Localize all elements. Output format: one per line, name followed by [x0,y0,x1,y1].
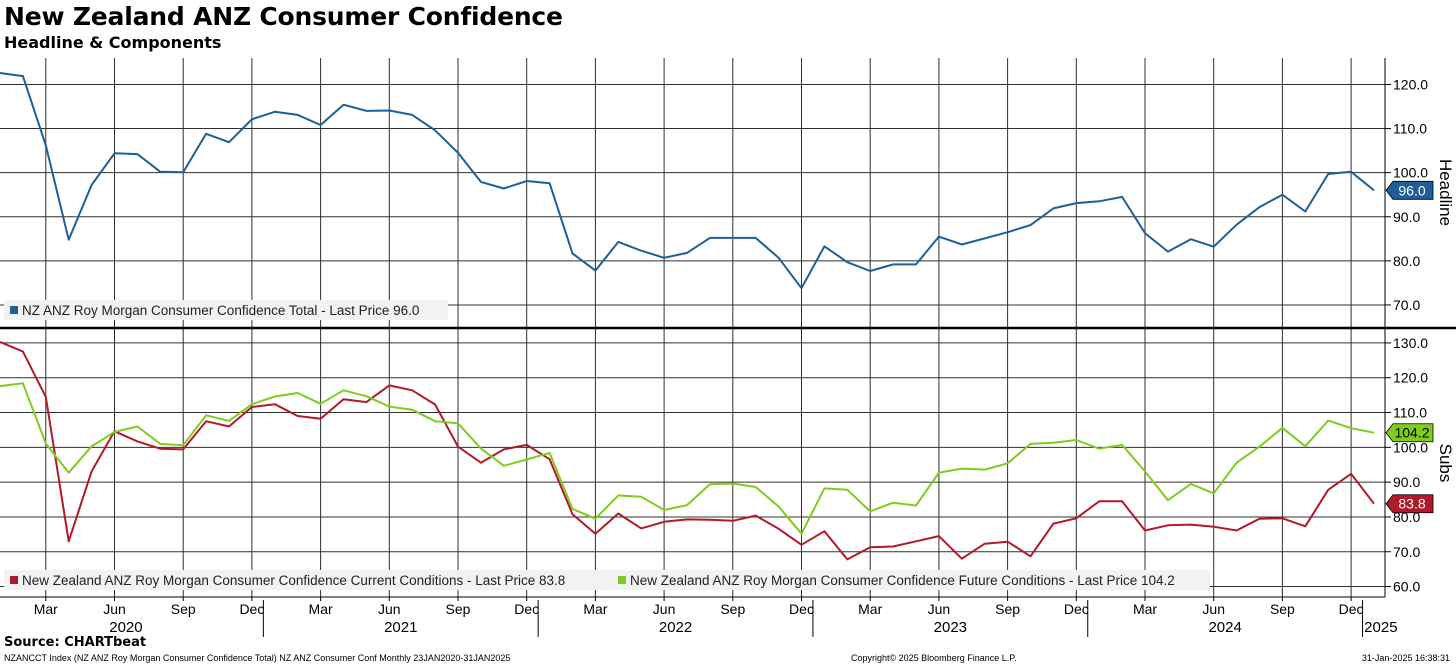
xtick-month-label: Mar [1133,601,1157,617]
footer-ticker-info: NZANCCT Index (NZ ANZ Roy Morgan Consume… [4,653,511,663]
chart-title: New Zealand ANZ Consumer Confidence [4,2,563,31]
last-price-label-headline: 96.0 [1398,182,1425,198]
chart-subtitle: Headline & Components [4,33,222,52]
ytick-label: 100.0 [1393,165,1428,181]
last-price-label-current: 83.8 [1398,496,1425,512]
legend-label-future: New Zealand ANZ Roy Morgan Consumer Conf… [630,573,1175,588]
xtick-month-label: Jun [103,601,126,617]
legends: NZ ANZ Roy Morgan Consumer Confidence To… [4,300,1210,590]
y-axis-title: Headline [1436,159,1455,226]
last-price-tags: 96.0 83.8 104.2 [1385,180,1434,514]
xtick-month-label: Sep [995,601,1020,617]
ytick-label: 120.0 [1393,76,1428,92]
tick-labels: 70.080.090.0100.0110.0120.060.070.080.09… [34,76,1429,636]
xtick-month-label: Sep [1270,601,1295,617]
xtick-year-label: 2025 [1364,619,1397,636]
axes: Headline Subs [0,58,1456,637]
legend-label-headline: NZ ANZ Roy Morgan Consumer Confidence To… [22,303,419,318]
footer-timestamp: 31-Jan-2025 16:38:31 [1361,653,1450,663]
legend-box [4,300,448,320]
legend-swatch-current [10,576,18,584]
xtick-month-label: Mar [34,601,58,617]
xtick-month-label: Mar [858,601,882,617]
xtick-month-label: Mar [309,601,333,617]
ytick-label: 120.0 [1393,370,1428,386]
last-price-label-future: 104.2 [1394,425,1429,441]
ytick-label: 90.0 [1393,474,1420,490]
xtick-month-label: Sep [171,601,196,617]
legend-label-current: New Zealand ANZ Roy Morgan Consumer Conf… [22,573,565,588]
xtick-month-label: Sep [720,601,745,617]
xtick-month-label: Jun [1202,601,1225,617]
ytick-label: 70.0 [1393,544,1420,560]
y-axis-title: Subs [1436,444,1455,483]
xtick-month-label: Sep [446,601,471,617]
legend-swatch-headline [10,306,18,314]
legend-swatch-future [618,576,626,584]
xtick-year-label: 2020 [109,619,142,636]
xtick-month-label: Jun [928,601,951,617]
ytick-label: 110.0 [1393,121,1427,137]
xtick-month-label: Jun [378,601,401,617]
xtick-year-label: 2022 [659,619,692,636]
ytick-label: 130.0 [1393,335,1428,351]
ytick-label: 80.0 [1393,253,1420,269]
last-price-tag-future [1385,423,1434,443]
series-lines [0,72,1375,561]
series-line-future [0,382,1375,535]
last-price-tag-headline [1385,180,1434,200]
source-note: Source: CHARTbeat [4,635,147,650]
xtick-year-label: 2021 [384,619,417,636]
xtick-month-label: Dec [239,601,264,617]
series-line-headline [0,72,1375,290]
xtick-month-label: Dec [789,601,814,617]
ytick-label: 90.0 [1393,209,1420,225]
ytick-label: 70.0 [1393,297,1420,313]
ytick-label: 110.0 [1393,405,1427,421]
series-line-current [0,340,1375,561]
footer-copyright: Copyright© 2025 Bloomberg Finance L.P. [851,653,1017,663]
ytick-label: 100.0 [1393,439,1428,455]
xtick-month-label: Mar [583,601,607,617]
xtick-month-label: Jun [653,601,676,617]
xtick-year-label: 2024 [1208,619,1241,636]
xtick-year-label: 2023 [934,619,967,636]
xtick-month-label: Dec [514,601,539,617]
grid [0,58,1385,597]
last-price-tag-current [1385,494,1434,514]
legend-box [4,570,1210,590]
xtick-month-label: Dec [1064,601,1089,617]
xtick-month-label: Dec [1339,601,1364,617]
ytick-label: 60.0 [1393,579,1420,595]
